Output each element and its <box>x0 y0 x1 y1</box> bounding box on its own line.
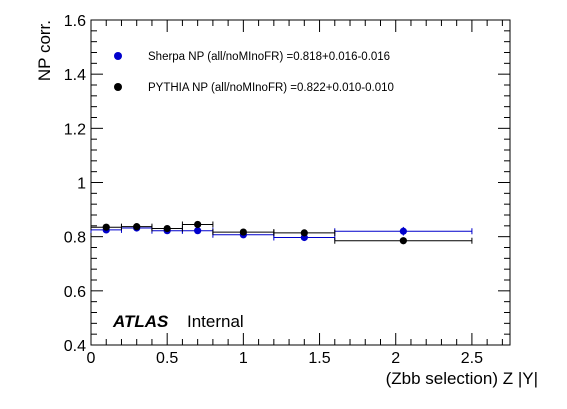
y-tick-label: 1.4 <box>64 67 86 84</box>
y-tick-label: 1 <box>77 176 86 193</box>
series-1 <box>90 220 473 245</box>
legend-label-sherpa: Sherpa NP (all/noMInoFR) =0.818+0.016-0.… <box>148 51 390 63</box>
y-axis-ticks <box>91 19 510 346</box>
atlas-label: ATLAS <box>112 312 169 331</box>
x-tick-label: 2.5 <box>461 350 483 367</box>
data-point <box>163 224 171 233</box>
data-point <box>239 228 247 236</box>
y-tick-label: 0.4 <box>64 338 86 355</box>
data-point <box>399 227 407 235</box>
x-tick-label: 0.5 <box>156 350 178 367</box>
data-point <box>102 223 110 231</box>
plot-frame <box>90 19 511 346</box>
x-axis-tick-labels: 0 0.5 1 1.5 2 2.5 <box>87 350 484 367</box>
y-axis-tick-labels: 0.4 0.6 0.8 1 1.2 1.4 1.6 <box>64 13 86 355</box>
internal-label: Internal <box>187 312 244 331</box>
y-tick-label: 0.6 <box>64 284 86 301</box>
legend-marker-sherpa <box>114 52 122 60</box>
data-point <box>300 229 308 237</box>
x-tick-label: 1 <box>239 350 248 367</box>
y-axis-title: NP corr. <box>35 20 54 81</box>
legend: Sherpa NP (all/noMInoFR) =0.818+0.016-0.… <box>114 51 394 94</box>
data-point <box>399 237 407 245</box>
data-series <box>90 220 473 245</box>
x-tick-label: 0 <box>87 350 96 367</box>
data-point <box>194 227 202 235</box>
data-point <box>194 220 202 229</box>
y-tick-label: 0.8 <box>64 230 86 247</box>
legend-marker-pythia <box>114 83 122 91</box>
data-point <box>133 223 141 231</box>
x-tick-label: 1.5 <box>308 350 330 367</box>
x-axis-title: (Zbb selection) Z |Y| <box>386 369 538 388</box>
y-tick-label: 1.2 <box>64 121 86 138</box>
x-tick-label: 2 <box>391 350 400 367</box>
legend-label-pythia: PYTHIA NP (all/noMInoFR) =0.822+0.010-0.… <box>148 82 394 94</box>
y-tick-label: 1.6 <box>64 13 86 30</box>
x-axis-ticks <box>90 20 503 345</box>
